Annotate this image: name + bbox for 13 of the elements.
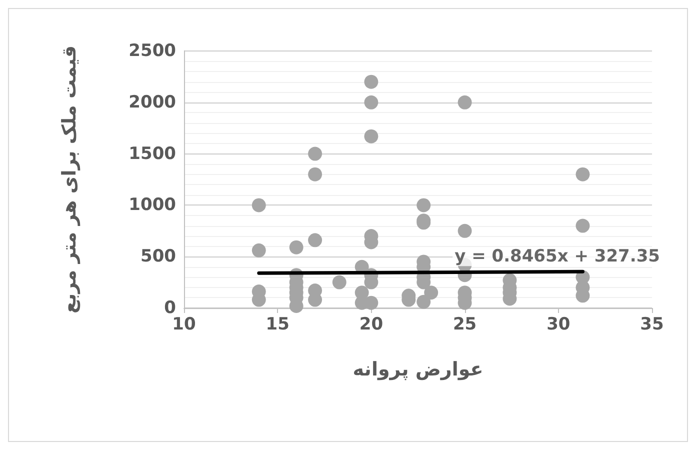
- x-axis-title: عوارض پروانه: [352, 358, 484, 380]
- x-tick-label: 25: [452, 314, 477, 334]
- x-tick-label: 30: [546, 314, 570, 334]
- x-tick-label: 20: [359, 314, 384, 334]
- y-tick-label: 1000: [128, 195, 176, 216]
- annotation: y = 0.8465x + 327.35: [454, 246, 660, 267]
- x-tick-label: 35: [640, 314, 664, 334]
- y-tick-label: 2000: [128, 92, 176, 112]
- y-axis-title: قیمت ملک برای هر متر مربع: [58, 45, 80, 314]
- y-tick-label: 500: [140, 246, 176, 267]
- y-tick-label: 2500: [128, 41, 176, 61]
- x-tick-label: 15: [266, 314, 290, 334]
- y-tick-label: 1500: [128, 144, 176, 164]
